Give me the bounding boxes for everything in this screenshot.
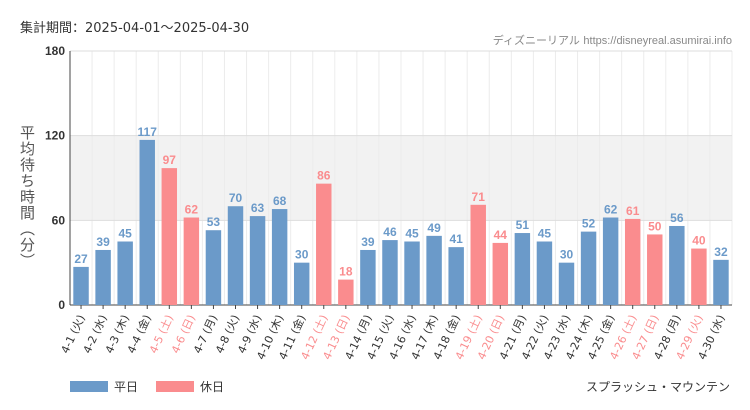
bar: [271, 209, 288, 305]
bar-value-label: 32: [714, 245, 728, 259]
bar-value-label: 39: [361, 235, 375, 249]
legend-weekday: 平日: [70, 378, 138, 395]
bar: [360, 249, 376, 305]
bar-value-label: 45: [538, 227, 552, 241]
bar: [647, 234, 663, 305]
bar: [404, 241, 420, 305]
bar: [73, 266, 89, 305]
bar-value-label: 40: [692, 234, 706, 248]
bar: [536, 241, 553, 305]
bar-value-label: 45: [118, 227, 132, 241]
bar-value-label: 27: [74, 252, 88, 266]
bar-value-label: 41: [449, 232, 463, 246]
bar: [691, 248, 707, 305]
bar: [580, 231, 597, 305]
bar-value-label: 51: [516, 218, 530, 232]
legend: 平日 休日: [70, 378, 242, 395]
bar-value-label: 62: [185, 203, 199, 217]
credit-name: ディズニーリアル: [492, 34, 580, 47]
bar: [624, 218, 641, 305]
bar-value-label: 30: [295, 248, 309, 262]
bar-value-label: 62: [604, 203, 618, 217]
bar: [183, 217, 200, 305]
bar-value-label: 61: [626, 204, 640, 218]
bar-value-label: 70: [229, 191, 243, 205]
bar: [161, 168, 178, 305]
bar: [227, 206, 244, 305]
bar-value-label: 53: [207, 215, 221, 229]
bar: [558, 262, 575, 305]
bar: [205, 230, 222, 305]
bar-value-label: 45: [405, 227, 419, 241]
bar: [602, 217, 619, 305]
bar-value-label: 117: [138, 125, 158, 139]
bar-value-label: 56: [670, 211, 684, 225]
bar: [117, 241, 133, 305]
bar: [448, 247, 464, 305]
bar: [514, 233, 531, 305]
bar-value-label: 68: [273, 194, 287, 208]
bar: [293, 262, 310, 305]
bar: [95, 249, 111, 305]
legend-weekday-swatch: [70, 381, 108, 392]
bar-value-label: 18: [339, 265, 353, 279]
bar-value-label: 97: [163, 153, 177, 167]
bar: [492, 242, 509, 305]
bar: [382, 240, 398, 305]
y-tick-label: 120: [45, 129, 65, 143]
bar-value-label: 49: [427, 221, 441, 235]
legend-holiday-swatch: [156, 381, 195, 392]
bar: [338, 279, 354, 305]
legend-weekday-label: 平日: [114, 380, 139, 394]
bar: [139, 139, 155, 305]
bar: [470, 204, 486, 305]
bar-value-label: 86: [317, 169, 331, 183]
y-tick-label: 0: [58, 298, 65, 312]
bar: [249, 216, 266, 305]
bar-value-label: 71: [472, 190, 486, 204]
bar: [316, 183, 332, 305]
y-tick-label: 60: [52, 213, 66, 227]
bar: [426, 235, 442, 305]
bar-value-label: 50: [648, 219, 662, 233]
legend-holiday-label: 休日: [200, 380, 225, 394]
bar-value-label: 46: [383, 225, 397, 239]
bar: [713, 259, 729, 305]
period-label: 集計期間：2025-04-01〜2025-04-30: [20, 21, 250, 36]
attraction-name: スプラッシュ・マウンテン: [585, 380, 730, 394]
legend-holiday: 休日: [156, 378, 224, 395]
bar-value-label: 52: [582, 217, 596, 231]
site-credit: ディズニーリアル https://disneyreal.asumirai.inf…: [493, 32, 732, 48]
bar-value-label: 44: [494, 228, 508, 242]
y-axis-label: 平均待ち時間（分）: [18, 125, 36, 269]
credit-url[interactable]: https://disneyreal.asumirai.info: [583, 35, 732, 47]
bar-value-label: 63: [251, 201, 265, 215]
bar-value-label: 39: [96, 235, 110, 249]
bar-value-label: 30: [560, 248, 574, 262]
bar: [669, 225, 685, 305]
y-tick-label: 180: [45, 44, 65, 58]
